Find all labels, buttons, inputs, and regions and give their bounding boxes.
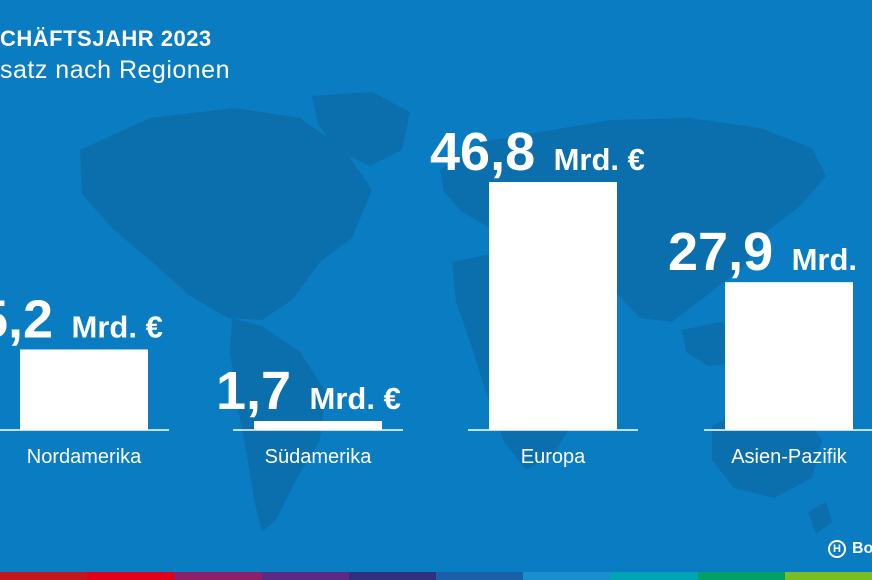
value-label-suedamerika: 1,7 Mrd. € (216, 361, 401, 421)
bar-nordamerika (20, 349, 148, 430)
color-stripe-segment (523, 572, 611, 580)
color-stripe-segment (0, 572, 88, 580)
bar-asien-pazifik (725, 282, 853, 430)
bosch-armature-icon: H (828, 540, 846, 558)
value-unit-nordamerika: Mrd. € (72, 309, 163, 344)
value-labels-group: 5,2 Mrd. € 1,7 Mrd. € 46,8 Mrd. € 27,9 M… (0, 122, 857, 421)
bar-suedamerika (254, 420, 382, 430)
category-labels-group: Nordamerika Südamerika Europa Asien-Pazi… (27, 446, 848, 468)
color-stripe-segment (436, 572, 524, 580)
value-label-nordamerika: 5,2 Mrd. € (0, 289, 163, 349)
value-unit-suedamerika: Mrd. € (310, 381, 401, 416)
value-number-nordamerika: 5,2 (0, 289, 53, 349)
color-stripe-segment (610, 572, 698, 580)
value-number-europa: 46,8 (430, 122, 535, 182)
category-label-nordamerika: Nordamerika (27, 446, 142, 468)
brand-logo: H Bo (828, 538, 872, 560)
category-label-suedamerika: Südamerika (265, 446, 373, 468)
color-stripe-segment (348, 572, 437, 580)
bars-group (20, 182, 853, 430)
color-stripe (0, 572, 872, 580)
color-stripe-segment (261, 572, 349, 580)
color-stripe-segment (174, 572, 262, 580)
category-label-europa: Europa (521, 446, 586, 468)
color-stripe-segment (87, 572, 175, 580)
value-label-asien-pazifik: 27,9 Mrd. (668, 222, 857, 282)
page-title: CHÄFTSJAHR 2023 (0, 26, 212, 51)
color-stripe-segment (697, 572, 785, 580)
value-unit-asien-pazifik: Mrd. (792, 242, 857, 277)
value-number-suedamerika: 1,7 (216, 361, 291, 421)
value-label-europa: 46,8 Mrd. € (430, 122, 645, 182)
page-subtitle: satz nach Regionen (0, 56, 230, 84)
bar-europa (489, 182, 617, 430)
value-number-asien-pazifik: 27,9 (668, 222, 773, 282)
brand-logo-text: Bo (852, 540, 872, 557)
category-label-asien-pazifik: Asien-Pazifik (731, 446, 848, 468)
value-unit-europa: Mrd. € (554, 142, 645, 177)
color-stripe-segment (784, 572, 872, 580)
